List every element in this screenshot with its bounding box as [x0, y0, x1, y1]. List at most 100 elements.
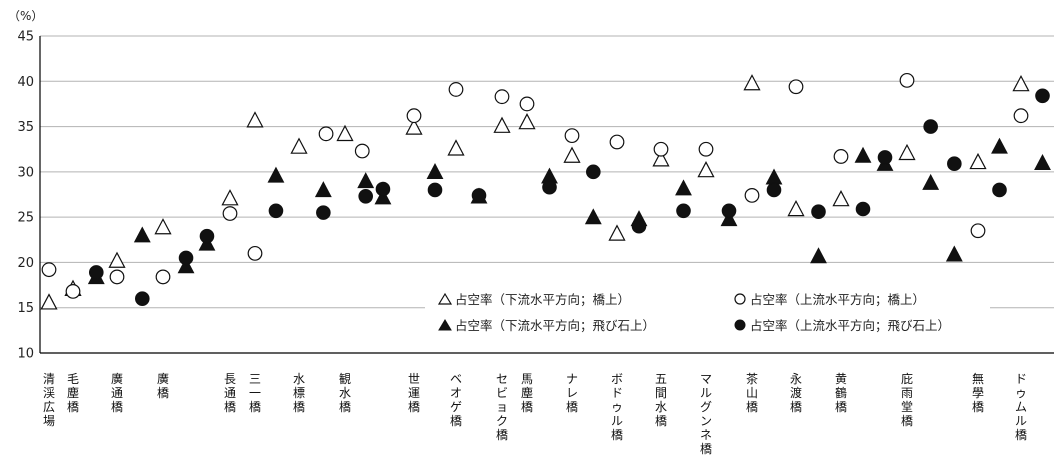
data-point-circle-open — [155, 269, 171, 285]
category-label: 世運橋 — [408, 372, 420, 414]
data-point-triangle-filled — [314, 181, 332, 198]
data-point-triangle-open — [832, 190, 850, 207]
category-label: ドゥムル橋 — [1015, 372, 1027, 442]
data-point-circle-open — [698, 141, 714, 157]
data-point-circle-filled — [947, 156, 962, 172]
data-point-triangle-open — [290, 137, 308, 154]
y-tick-label: 20 — [17, 256, 34, 271]
data-point-circle-filled — [316, 205, 331, 220]
data-point-triangle-filled — [177, 257, 195, 274]
legend-label: 占空率（上流水平方向；飛び石上） — [750, 318, 950, 333]
data-point-triangle-open — [154, 218, 172, 235]
data-point-triangle-filled — [426, 163, 444, 180]
legend-marker — [734, 319, 746, 331]
data-point-triangle-open — [447, 139, 465, 156]
data-point-circle-open — [744, 188, 760, 203]
data-point-triangle-open — [898, 143, 916, 161]
data-point-triangle-filled — [720, 210, 738, 227]
y-tick-label: 35 — [17, 120, 34, 135]
category-label: 無學橋 — [972, 371, 984, 414]
y-tick-label: 45 — [17, 30, 34, 45]
data-point-circle-open — [318, 126, 334, 142]
category-label: 廣通橋 — [111, 372, 123, 414]
data-point-circle-filled — [427, 182, 443, 198]
data-point-circle-filled — [135, 291, 150, 306]
category-label: 馬塵橋 — [521, 372, 533, 414]
category-label: 清渓広 — [43, 372, 55, 414]
data-point-triangle-open — [608, 224, 626, 241]
legend-background — [425, 287, 990, 341]
data-point-circle-open — [406, 108, 422, 124]
category-label: 茶山橋 — [746, 371, 758, 414]
legend-label: 占空率（上流水平方向；橋上） — [750, 292, 925, 307]
data-point-triangle-filled — [1034, 153, 1051, 170]
category-label: セビョク橋 — [496, 372, 508, 442]
data-point-circle-open — [833, 149, 849, 164]
data-point-triangle-open — [1012, 74, 1030, 92]
data-point-triangle-filled — [584, 208, 602, 225]
data-point-circle-open — [899, 72, 915, 88]
category-label: 廣橋 — [157, 372, 169, 400]
data-point-circle-open — [788, 79, 804, 95]
category-label: 庇雨堂橋 — [901, 371, 913, 428]
legend-label: 占空率（下流水平方向；飛び石上） — [455, 318, 655, 333]
data-point-circle-filled — [676, 203, 691, 219]
data-point-circle-open — [247, 245, 263, 261]
data-point-circle-open — [609, 134, 625, 150]
data-point-triangle-filled — [810, 247, 827, 264]
data-point-circle-open — [494, 89, 510, 105]
data-point-circle-filled — [811, 204, 826, 220]
legend-marker — [734, 293, 746, 305]
category-label: 三一橋 — [249, 372, 261, 414]
y-axis-unit-label: （%） — [8, 9, 43, 23]
data-point-circle-filled — [1035, 88, 1050, 104]
data-point-triangle-filled — [945, 245, 963, 262]
category-label: マルグンネ橋 — [700, 372, 712, 456]
legend-box — [425, 287, 990, 341]
data-point-triangle-filled — [267, 166, 285, 183]
data-point-circle-filled — [766, 182, 782, 198]
data-point-circle-open — [354, 143, 370, 159]
data-point-circle-filled — [992, 182, 1007, 198]
category-label: 場 — [43, 414, 55, 428]
data-point-triangle-open — [405, 118, 423, 135]
data-point-circle-filled — [358, 189, 374, 204]
y-tick-label: 15 — [17, 301, 34, 316]
data-point-triangle-filled — [675, 179, 692, 196]
category-label: 毛塵橋 — [67, 372, 79, 414]
data-point-circle-filled — [923, 119, 938, 134]
data-point-triangle-open — [493, 116, 511, 133]
category-label: 黄鶴橋 — [835, 372, 847, 414]
data-point-triangle-filled — [357, 172, 375, 189]
data-point-circle-filled — [471, 188, 487, 203]
legend: 占空率（下流水平方向；橋上） 占空率（上流水平方向；橋上） 占空率（下流水平方向；飛… — [437, 292, 950, 333]
data-point-triangle-open — [246, 111, 264, 128]
data-markers — [40, 72, 1051, 310]
data-point-circle-open — [1013, 108, 1029, 124]
y-tick-label: 25 — [17, 211, 34, 226]
gridlines — [39, 35, 1054, 354]
data-point-triangle-filled — [374, 188, 392, 205]
data-point-circle-open — [519, 96, 535, 112]
data-point-circle-open — [970, 223, 986, 239]
legend-label: 占空率（下流水平方向；橋上） — [455, 292, 630, 307]
data-point-triangle-open — [336, 124, 354, 142]
category-label: 水標橋 — [293, 372, 305, 414]
data-point-triangle-open — [697, 161, 715, 178]
data-point-circle-open — [41, 262, 57, 278]
data-point-circle-filled — [855, 201, 871, 217]
data-point-circle-open — [222, 206, 238, 221]
category-label: ボドゥル橋 — [611, 372, 623, 442]
data-point-circle-filled — [375, 181, 391, 197]
data-point-circle-filled — [199, 228, 215, 244]
data-point-circle-filled — [542, 179, 557, 195]
category-label: 永渡橋 — [790, 372, 802, 414]
category-label: ベオゲ橋 — [450, 372, 462, 428]
data-point-triangle-open — [969, 152, 987, 170]
category-label: ナレ橋 — [566, 372, 578, 414]
data-point-triangle-open — [40, 293, 58, 310]
data-point-circle-filled — [877, 150, 893, 165]
data-point-triangle-open — [221, 189, 239, 206]
